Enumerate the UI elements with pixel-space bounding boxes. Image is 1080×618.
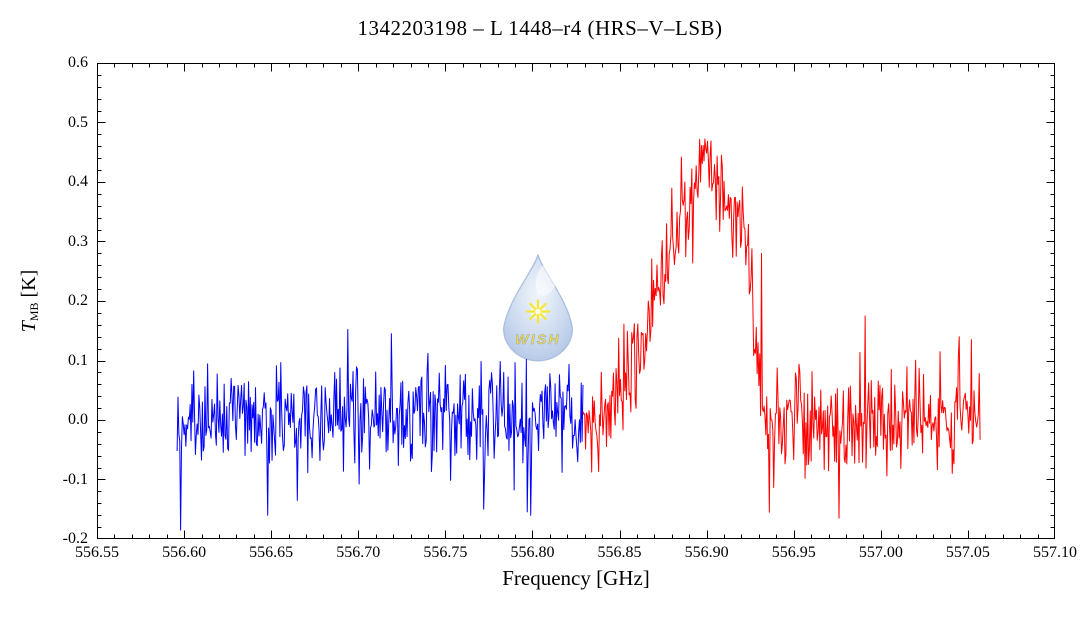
spectrum-series-group: [176, 138, 981, 531]
x-tick-label: 557.10: [1033, 544, 1077, 561]
y-axis-label: TMB [K]: [18, 270, 42, 333]
y-axis-symbol: T: [18, 321, 40, 333]
y-tick-label: 0.3: [68, 232, 88, 250]
x-tick-label: 556.70: [336, 544, 381, 561]
x-tick-label: 556.80: [510, 544, 555, 561]
x-tick-label: 557.05: [945, 544, 990, 561]
spectrum-blue-segment: [176, 328, 584, 531]
x-tick-label: 556.55: [75, 544, 119, 561]
x-tick-label: 557.00: [858, 544, 903, 561]
x-tick-label: 556.60: [162, 544, 207, 561]
spectrum-red-segment: [582, 138, 981, 519]
y-tick-label: 0.2: [68, 292, 88, 309]
spectrum-plot: WISH: [97, 63, 1055, 539]
x-tick-label: 556.85: [597, 544, 642, 561]
x-tick-label: 556.65: [249, 544, 294, 561]
x-axis-label: Frequency [GHz]: [502, 566, 650, 590]
x-tick-label: 556.95: [771, 544, 816, 561]
wish-watermark: WISH: [502, 254, 574, 362]
y-axis-subscript: MB: [27, 302, 41, 322]
drop-highlight: [535, 262, 558, 296]
star-icon: [525, 299, 551, 324]
y-axis-unit: [K]: [18, 269, 40, 298]
chart-title: 1342203198 – L 1448–r4 (HRS–V–LSB): [357, 16, 723, 40]
y-tick-label: 0.6: [68, 54, 88, 71]
x-tick-label: 556.90: [684, 544, 729, 561]
y-tick-label: -0.1: [62, 470, 88, 488]
y-tick-label: 0.1: [68, 351, 88, 369]
y-tick-label: 0.5: [68, 113, 88, 131]
x-tick-label: 556.75: [423, 544, 468, 561]
y-tick-label: 0.4: [68, 173, 88, 190]
axes-frame: [97, 63, 1055, 539]
y-tick-label: -0.2: [62, 530, 88, 547]
wish-text: WISH: [515, 331, 561, 347]
y-tick-label: 0.0: [68, 411, 88, 428]
